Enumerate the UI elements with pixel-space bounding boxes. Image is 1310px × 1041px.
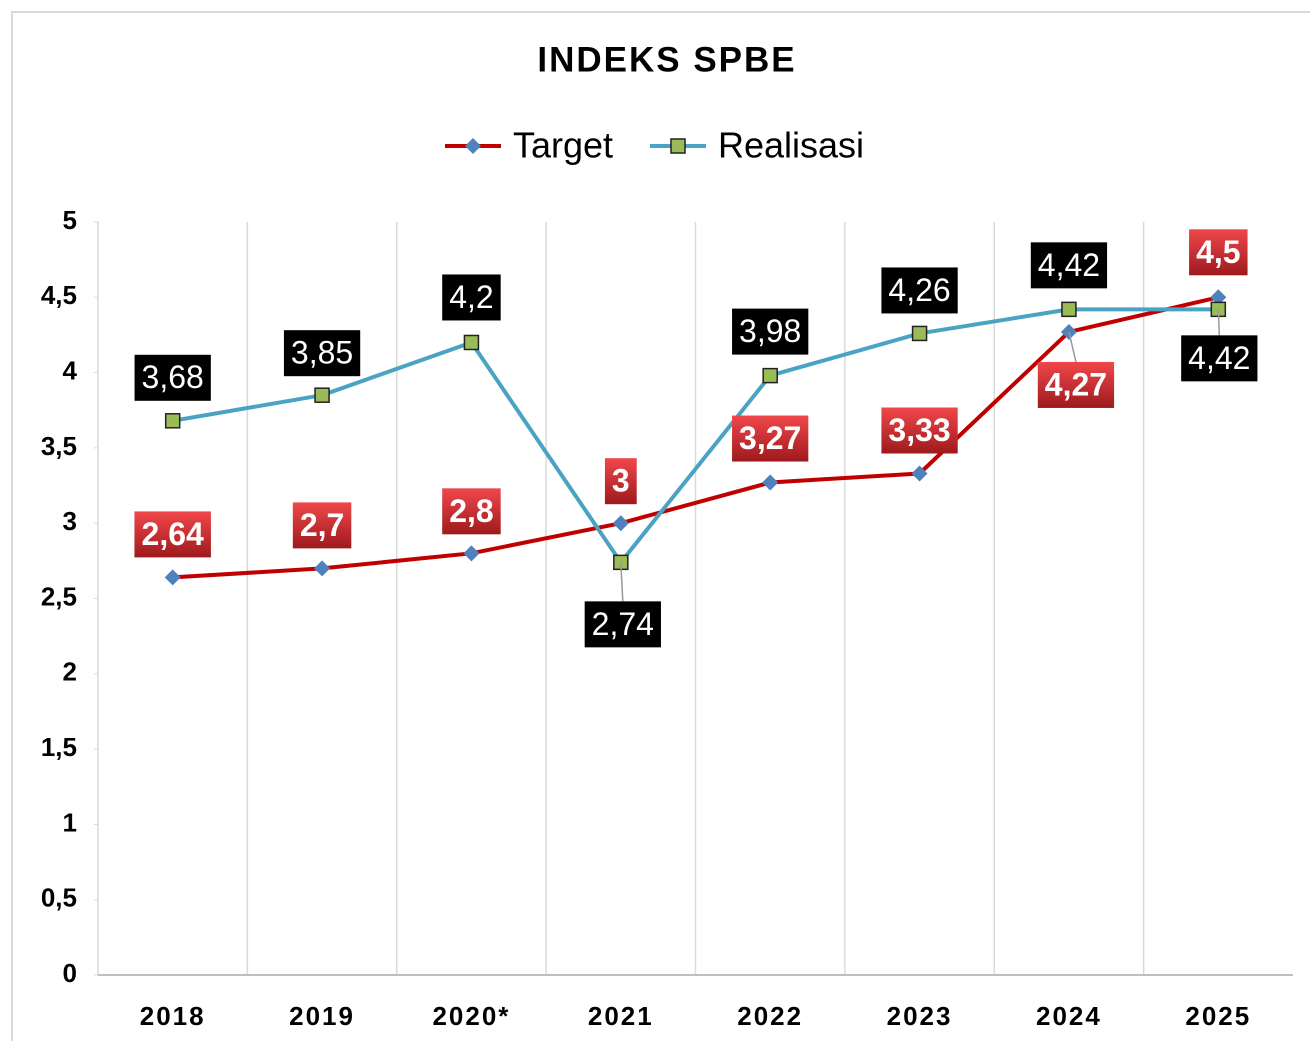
data-label: 3,68 — [142, 359, 204, 395]
data-label: 4,42 — [1038, 247, 1100, 283]
data-label-box — [283, 330, 361, 377]
y-tick-label: 4,5 — [41, 280, 77, 310]
x-tick-label: 2024 — [1036, 1001, 1102, 1031]
y-tick-label: 0 — [63, 958, 77, 988]
marker-diamond — [463, 545, 480, 562]
leader-line — [1068, 331, 1077, 363]
data-label-box — [134, 511, 211, 558]
data-label-box — [732, 415, 809, 462]
y-tick-label: 4 — [63, 355, 78, 385]
x-tick-label: 2025 — [1185, 1001, 1251, 1031]
data-label-box — [732, 308, 809, 355]
chart-frame — [11, 11, 1310, 1041]
data-label: 4,5 — [1196, 234, 1240, 270]
data-label-box — [604, 458, 637, 505]
y-tick-label: 3,5 — [41, 431, 77, 461]
chart-title: INDEKS SPBE — [537, 40, 796, 79]
data-label: 3,85 — [291, 335, 353, 371]
x-tick-label: 2022 — [737, 1001, 803, 1031]
marker-diamond — [612, 515, 629, 532]
data-label-box — [442, 488, 501, 535]
data-label-box — [134, 354, 211, 401]
data-label: 4,26 — [888, 272, 950, 308]
legend: Target Realisasi — [445, 125, 864, 166]
data-label: 3,33 — [888, 412, 950, 448]
x-tick-label: 2018 — [140, 1001, 206, 1031]
data-label: 4,27 — [1045, 366, 1107, 402]
marker-square — [911, 325, 928, 342]
marker-square — [164, 413, 181, 429]
data-label-box — [584, 601, 661, 648]
x-tick-label: 2019 — [289, 1001, 355, 1031]
marker-diamond — [911, 465, 928, 482]
data-label: 3,98 — [739, 313, 801, 349]
data-label-box — [881, 267, 958, 314]
legend-label: Target — [513, 125, 613, 166]
data-label-box — [1030, 242, 1108, 289]
data-label: 4,2 — [449, 279, 493, 315]
data-label-box — [881, 407, 958, 454]
y-tick-label: 3 — [63, 506, 77, 536]
data-label: 3,27 — [739, 420, 801, 456]
x-tick-label: 2023 — [887, 1001, 953, 1031]
data-label-box — [1181, 335, 1258, 382]
leader-line — [1217, 309, 1221, 336]
y-tick-label: 2,5 — [41, 581, 77, 611]
data-label-box — [442, 274, 501, 321]
marker-square — [314, 387, 330, 403]
y-tick-label: 1,5 — [41, 732, 77, 762]
data-label: 3 — [612, 463, 630, 499]
marker-square — [670, 138, 686, 154]
y-tick-label: 2 — [63, 657, 77, 687]
marker-diamond — [1210, 289, 1227, 306]
marker-diamond — [314, 560, 331, 577]
y-tick-label: 5 — [63, 205, 77, 235]
marker-square — [762, 367, 778, 384]
x-tick-label: 2020* — [432, 1001, 510, 1031]
marker-diamond — [164, 569, 181, 586]
x-tick-label: 2021 — [588, 1001, 654, 1031]
marker-diamond — [465, 138, 481, 154]
data-label: 2,7 — [300, 507, 344, 543]
series-line — [172, 295, 1219, 580]
legend-label: Realisasi — [718, 125, 864, 166]
marker-square — [1061, 301, 1077, 318]
series-line — [172, 307, 1219, 565]
data-label: 4,42 — [1188, 340, 1250, 376]
marker-diamond — [762, 474, 779, 491]
data-label: 2,74 — [592, 606, 654, 642]
leader-line — [620, 562, 624, 602]
data-label-box — [1189, 229, 1248, 276]
y-tick-label: 0,5 — [41, 883, 77, 913]
data-label: 2,8 — [449, 493, 493, 529]
data-label-box — [292, 502, 352, 549]
marker-square — [463, 334, 480, 351]
data-label-box — [1037, 361, 1115, 408]
y-tick-label: 1 — [63, 807, 77, 837]
data-label: 2,64 — [142, 516, 204, 552]
